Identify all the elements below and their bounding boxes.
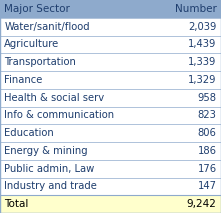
Text: 1,439: 1,439	[188, 39, 217, 49]
Bar	[0, 71, 221, 89]
Text: Number: Number	[175, 4, 217, 14]
Text: 186: 186	[198, 146, 217, 156]
Text: 9,242: 9,242	[187, 199, 217, 209]
Text: Major Sector: Major Sector	[4, 4, 70, 14]
Text: Health & social serv: Health & social serv	[4, 93, 105, 103]
Bar	[0, 142, 221, 160]
Text: 1,339: 1,339	[188, 57, 217, 67]
Text: Water/sanit/flood: Water/sanit/flood	[4, 22, 90, 32]
Text: 2,039: 2,039	[188, 22, 217, 32]
Text: Agriculture: Agriculture	[4, 39, 60, 49]
Text: Info & communication: Info & communication	[4, 110, 114, 120]
Text: 147: 147	[198, 181, 217, 191]
Text: Transportation: Transportation	[4, 57, 76, 67]
Text: Finance: Finance	[4, 75, 43, 85]
Bar	[0, 0, 221, 18]
Bar	[0, 36, 221, 53]
Text: Public admin, Law: Public admin, Law	[4, 164, 95, 174]
Text: Energy & mining: Energy & mining	[4, 146, 88, 156]
Text: Education: Education	[4, 128, 54, 138]
Bar	[0, 160, 221, 177]
Text: 806: 806	[198, 128, 217, 138]
Bar	[0, 53, 221, 71]
Text: Industry and trade: Industry and trade	[4, 181, 97, 191]
Bar	[0, 106, 221, 124]
Text: 823: 823	[198, 110, 217, 120]
Text: Total: Total	[4, 199, 29, 209]
Text: 176: 176	[197, 164, 217, 174]
Bar	[0, 89, 221, 106]
Text: 1,329: 1,329	[188, 75, 217, 85]
Bar	[0, 177, 221, 195]
Bar	[0, 124, 221, 142]
Text: 958: 958	[198, 93, 217, 103]
Bar	[0, 18, 221, 36]
Bar	[0, 195, 221, 213]
